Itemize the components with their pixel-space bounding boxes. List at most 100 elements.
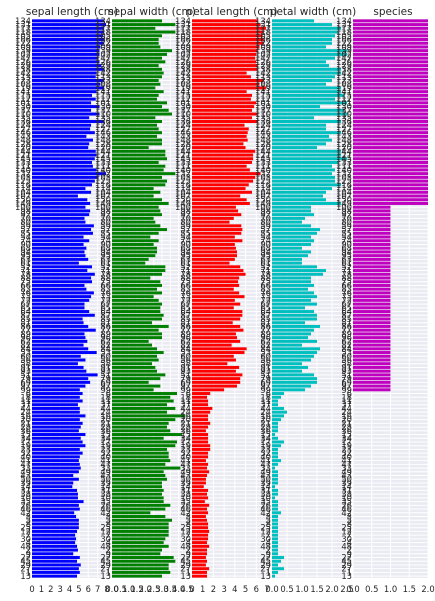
bar-petal-width-49 [272,470,278,474]
y-tick-label: 54 [20,232,31,242]
y-tick-label: 48 [260,541,271,551]
bar-sepal-length-64 [32,310,90,314]
bar-sepal-width-147 [112,56,162,60]
bar-sepal-length-48 [32,544,77,548]
y-tick-label: 150 [255,195,271,205]
bar-species-126 [353,60,428,64]
bar-sepal-length-56 [32,358,86,362]
y-tick-label: 133 [336,157,352,167]
y-tick-label: 112 [336,94,352,104]
x-tick-label: 0 [29,584,34,594]
bar-petal-width-57 [272,228,320,232]
bar-sepal-length-105 [32,34,104,38]
bar-sepal-length-80 [32,220,86,224]
bar-petal-width-80 [272,220,302,224]
y-tick-label: 63 [180,254,191,264]
bar-species-53 [353,351,391,355]
bar-petal-width-87 [272,313,317,317]
bar-sepal-length-140 [32,168,97,172]
y-tick-label: 65 [341,303,352,313]
y-tick-label: 129 [15,61,31,71]
bar-sepal-length-1 [32,570,80,574]
bar-species-78 [353,272,391,276]
y-tick-label: 67 [180,299,191,309]
y-tick-label: 1 [266,567,271,577]
bar-petal-length-142 [192,71,247,75]
y-tick-label: 49 [341,467,352,477]
x-tick-label: 4.5 [180,584,193,594]
y-tick-label: 40 [20,452,31,462]
y-tick-label: 7 [106,530,111,540]
bar-sepal-length-11 [32,399,83,403]
bar-sepal-width-69 [112,380,149,384]
bar-petal-length-133 [192,160,252,164]
bar-sepal-length-102 [32,52,100,56]
bar-sepal-width-98 [112,209,161,213]
bar-species-61 [353,261,391,265]
bar-petal-width-44 [272,406,284,410]
x-tick-label: 3.0 [155,584,168,594]
y-tick-label: 94 [341,247,352,257]
bar-petal-width-99 [272,388,305,392]
y-tick-label: 82 [100,340,111,350]
bar-petal-length-51 [192,373,243,377]
bar-sepal-length-123 [32,78,105,82]
bar-species-91 [353,365,391,369]
y-tick-label: 89 [180,329,191,339]
y-tick-label: 22 [260,553,271,563]
y-tick-label: 21 [180,418,191,428]
y-tick-label: 81 [100,318,111,328]
y-tick-label: 105 [15,31,31,41]
y-tick-label: 70 [100,213,111,223]
bar-petal-width-21 [272,421,278,425]
bar-petal-length-135 [192,116,252,120]
y-tick-label: 98 [100,206,111,216]
y-tick-label: 20 [20,415,31,425]
bar-sepal-width-99 [112,388,154,392]
y-tick-label: 27 [100,564,111,574]
y-tick-label: 121 [175,150,191,160]
bar-sepal-length-101 [32,101,92,105]
bar-petal-width-144 [272,149,341,153]
y-tick-label: 116 [175,180,191,190]
bar-petal-width-119 [272,86,341,90]
y-tick-label: 114 [175,184,191,194]
bar-petal-length-60 [192,354,234,358]
y-tick-label: 87 [341,310,352,320]
bar-sepal-width-3 [112,515,166,519]
bar-sepal-width-58 [112,362,152,366]
y-tick-label: 122 [175,38,191,48]
y-tick-label: 79 [180,374,191,384]
bar-petal-width-124 [272,123,326,127]
x-tick-label: 6 [86,584,91,594]
y-tick-label: 47 [341,459,352,469]
bar-petal-width-22 [272,556,284,559]
bar-sepal-width-139 [112,49,172,53]
y-tick-label: 3 [106,512,111,522]
bar-petal-length-149 [192,201,250,205]
y-tick-label: 41 [20,456,31,466]
y-tick-label: 46 [180,504,191,514]
bar-petal-width-42 [272,511,281,515]
y-tick-label: 85 [20,314,31,324]
y-tick-label: 34 [260,433,271,443]
y-tick-label: 139 [95,46,111,56]
y-tick-label: 139 [255,46,271,56]
y-tick-label: 129 [95,61,111,71]
bar-petal-width-10 [272,496,275,500]
bar-species-58 [353,362,391,366]
bar-sepal-width-123 [112,78,159,82]
bar-petal-width-25 [272,526,278,530]
bar-sepal-width-39 [112,481,162,485]
bar-petal-length-120 [192,146,246,150]
y-tick-label: 51 [100,370,111,380]
y-tick-label: 59 [100,221,111,231]
bar-sepal-width-130 [112,105,162,109]
y-tick-label: 68 [20,243,31,253]
bar-petal-length-58 [192,362,228,366]
y-tick-label: 37 [180,400,191,410]
y-tick-label: 140 [15,165,31,175]
y-tick-label: 59 [341,221,352,231]
y-tick-label: 33 [341,463,352,473]
bar-petal-length-11 [192,399,209,403]
